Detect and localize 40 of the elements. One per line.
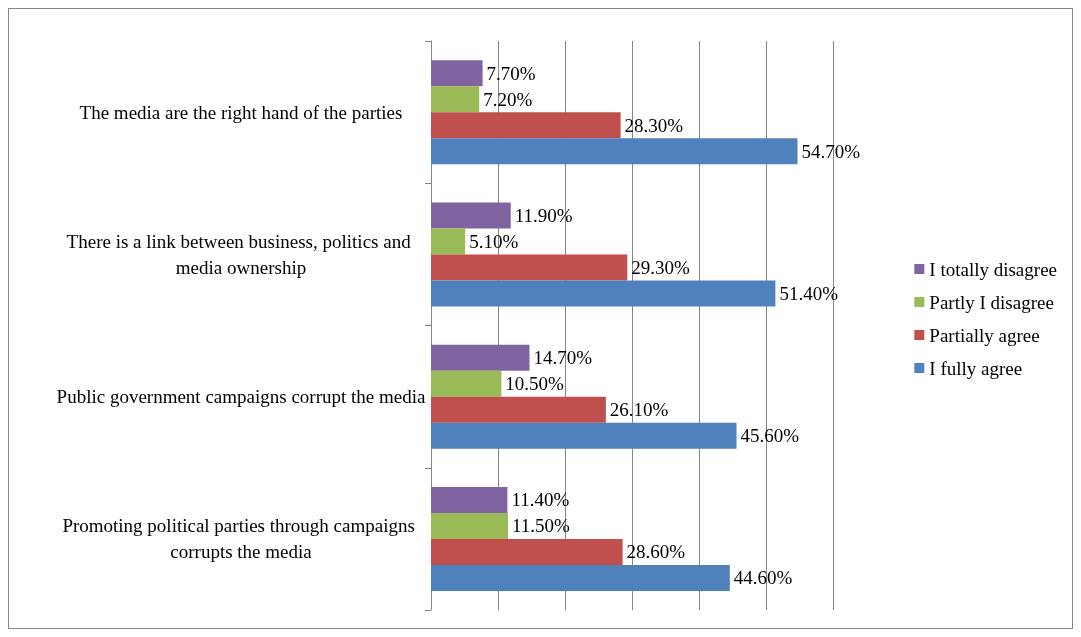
y-tick-label: The media are the right hand of the parties <box>79 101 403 123</box>
data-label: 7.20% <box>483 88 533 110</box>
bar <box>431 280 776 307</box>
data-label: 29.30% <box>631 256 691 278</box>
legend-label: Partially agree <box>929 324 1040 346</box>
bar <box>431 60 483 87</box>
data-label: 7.70% <box>486 62 536 84</box>
bar <box>431 138 798 165</box>
legend-label: I totally disagree <box>929 258 1058 280</box>
bar <box>431 254 628 281</box>
bar <box>431 202 511 229</box>
data-label: 54.70% <box>801 140 861 162</box>
data-label: 44.60% <box>733 567 793 589</box>
data-label: 51.40% <box>779 282 839 304</box>
data-label: 5.10% <box>469 230 519 252</box>
data-label: 45.60% <box>740 425 800 447</box>
bar <box>431 512 509 539</box>
data-label: 10.50% <box>505 373 565 395</box>
bar <box>431 228 466 255</box>
data-label: 14.70% <box>533 347 593 369</box>
bar <box>431 422 737 449</box>
bar <box>431 564 730 591</box>
bar <box>431 396 606 423</box>
data-label: 11.40% <box>511 489 570 511</box>
legend-label: I fully agree <box>929 357 1023 379</box>
data-label: 11.90% <box>514 204 573 226</box>
y-tick-label: Public government campaigns corrupt the media <box>56 386 426 408</box>
legend-label: Partly I disagree <box>929 291 1054 313</box>
data-label: 28.60% <box>626 541 686 563</box>
bar <box>431 86 480 113</box>
bar <box>431 486 508 513</box>
data-label: 26.10% <box>609 399 669 421</box>
bar <box>431 370 502 397</box>
y-tick-label: Promoting political parties through campaigns corrupts the media <box>62 515 420 563</box>
data-label: 11.50% <box>512 515 571 537</box>
bar <box>431 112 621 139</box>
data-label: 28.30% <box>624 114 684 136</box>
bar <box>431 344 530 371</box>
bar <box>431 538 623 565</box>
y-tick-label: There is a link between business, politics and media ownership <box>66 230 416 278</box>
